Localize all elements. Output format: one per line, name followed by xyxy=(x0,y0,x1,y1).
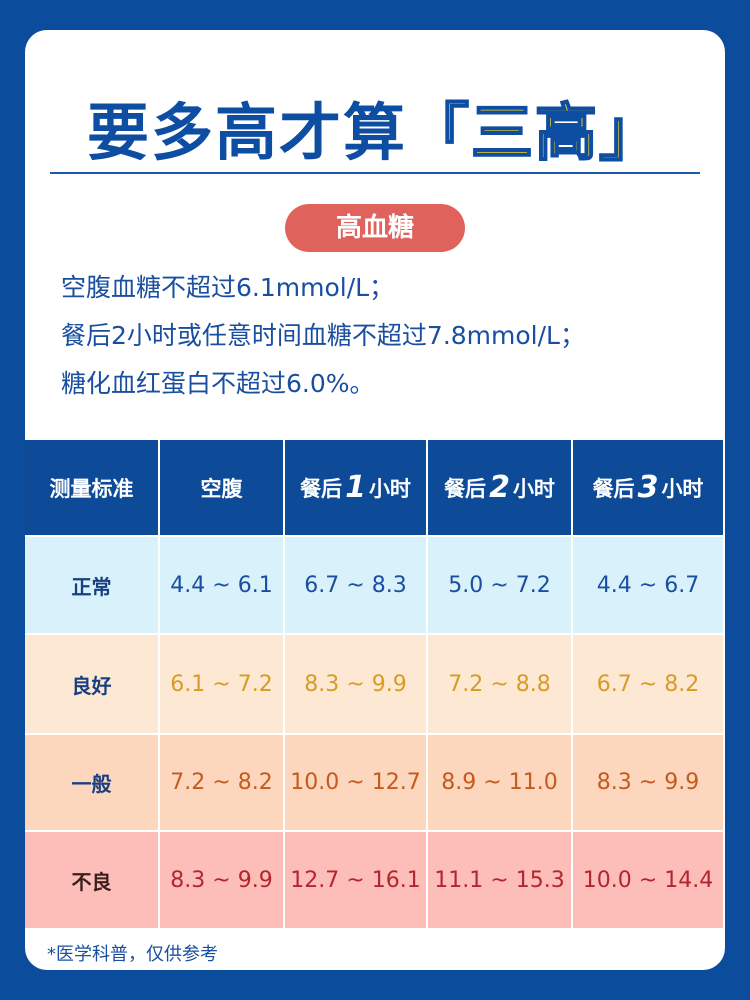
header-before: 餐后 xyxy=(444,476,487,501)
row-label: 不良 xyxy=(25,832,160,930)
title: 要多高才算「三高」 xyxy=(25,82,725,172)
header-cell: 餐后 3 小时 xyxy=(573,440,725,537)
header-cell: 餐后 2 小时 xyxy=(428,440,573,537)
value-cell: 10.0 ~ 12.7 xyxy=(285,735,428,832)
badge: 高血糖 xyxy=(285,204,465,252)
value-cell: 8.3 ~ 9.9 xyxy=(285,635,428,735)
header-before: 餐后 xyxy=(300,476,343,501)
value-cell: 4.4 ~ 6.1 xyxy=(160,537,285,635)
header-before: 餐后 xyxy=(592,476,635,501)
footnote: *医学科普，仅供参考 xyxy=(47,944,218,965)
header-after: 小时 xyxy=(512,476,555,501)
value-cell: 7.2 ~ 8.8 xyxy=(428,635,573,735)
value-cell: 8.3 ~ 9.9 xyxy=(573,735,725,832)
row-label: 一般 xyxy=(25,735,160,832)
value-cell: 7.2 ~ 8.2 xyxy=(160,735,285,832)
value-cell: 6.7 ~ 8.2 xyxy=(573,635,725,735)
value-cell: 5.0 ~ 7.2 xyxy=(428,537,573,635)
value-cell: 12.7 ~ 16.1 xyxy=(285,832,428,930)
header-cell: 测量标准 xyxy=(25,440,160,537)
value-cell: 6.1 ~ 7.2 xyxy=(160,635,285,735)
header-text: 空腹 xyxy=(200,476,243,501)
header-text: 测量标准 xyxy=(49,476,134,501)
value-cell: 10.0 ~ 14.4 xyxy=(573,832,725,930)
header-cell: 空腹 xyxy=(160,440,285,537)
title-highlight: 「三高」 xyxy=(406,95,664,170)
header-number: 2 xyxy=(489,470,510,505)
header-number: 3 xyxy=(637,470,659,505)
title-text: 要多高才算 xyxy=(86,96,407,169)
row-label: 正常 xyxy=(25,537,160,635)
header-cell: 餐后 1 小时 xyxy=(285,440,428,537)
card: 要多高才算「三高」 高血糖 空腹血糖不超过6.1mmol/L； 餐后2小时或任意时… xyxy=(25,30,725,970)
value-cell: 6.7 ~ 8.3 xyxy=(285,537,428,635)
header-after: 小时 xyxy=(368,476,411,501)
header-number: 1 xyxy=(345,470,366,505)
value-cell: 8.3 ~ 9.9 xyxy=(160,832,285,930)
criteria-line: 空腹血糖不超过6.1mmol/L； xyxy=(61,273,395,302)
row-label: 良好 xyxy=(25,635,160,735)
table: 测量标准 空腹 餐后 1 小时 餐后 2 小时 餐后 3 小时 正常 4.4 ~ 6.1 6.7 ~ 8.… xyxy=(25,440,725,930)
divider xyxy=(50,172,700,174)
value-cell: 8.9 ~ 11.0 xyxy=(428,735,573,832)
value-cell: 11.1 ~ 15.3 xyxy=(428,832,573,930)
criteria-line: 餐后2小时或任意时间血糖不超过7.8mmol/L； xyxy=(61,321,585,350)
value-cell: 4.4 ~ 6.7 xyxy=(573,537,725,635)
criteria-line: 糖化血红蛋白不超过6.0%。 xyxy=(61,369,375,398)
header-after: 小时 xyxy=(661,476,704,501)
